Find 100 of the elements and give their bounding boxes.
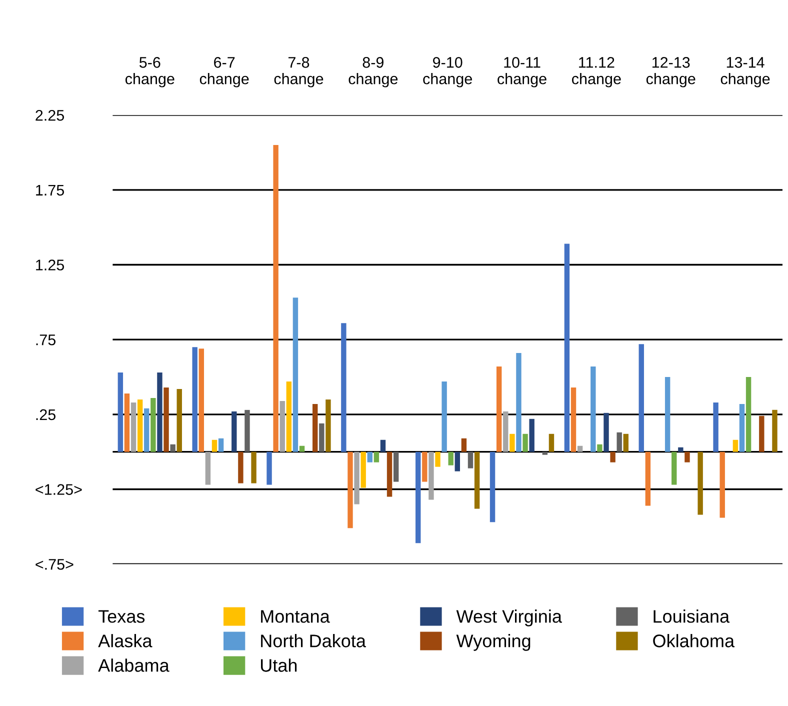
bar	[192, 347, 198, 452]
y-tick-label: 1.25	[36, 260, 64, 270]
bar	[150, 398, 156, 452]
legend-label: Louisiana	[654, 610, 730, 623]
legend-label: Montana	[261, 610, 330, 623]
bar	[176, 388, 182, 452]
x-tick-label: 6-7 change	[200, 57, 249, 88]
bar	[698, 452, 703, 515]
bar	[218, 438, 224, 452]
bar	[645, 452, 651, 506]
bar	[503, 411, 508, 452]
bar	[232, 411, 237, 452]
bar	[564, 244, 570, 452]
bar	[529, 418, 534, 452]
x-tick-label: 9-10 change	[423, 57, 472, 88]
legend-label: Alabama	[98, 658, 170, 672]
bar	[205, 452, 211, 485]
bar	[739, 404, 745, 452]
legend-label: Wyoming	[456, 634, 530, 651]
legend-label: North Dakota	[261, 634, 366, 648]
bar	[490, 452, 496, 522]
bar	[130, 402, 136, 452]
bar	[590, 366, 596, 452]
bar	[759, 416, 764, 452]
x-tick-label: 7-8 change	[274, 57, 324, 88]
bar	[360, 452, 366, 488]
bar	[319, 423, 324, 452]
bar	[286, 381, 292, 452]
x-tick-label: 12-13 change	[646, 57, 696, 88]
bar	[638, 344, 644, 452]
bar	[312, 404, 318, 452]
bar	[570, 387, 576, 452]
bar	[522, 434, 528, 452]
legend-label: Utah	[260, 658, 297, 672]
bar	[416, 452, 421, 544]
bar	[386, 452, 392, 497]
bar	[137, 399, 143, 452]
x-tick-label: 13-14 change	[720, 57, 770, 88]
bar	[118, 372, 124, 452]
bar	[548, 434, 554, 452]
bar	[448, 452, 454, 466]
bar	[516, 353, 522, 452]
x-tick-label: 8-9 change	[348, 57, 398, 88]
bar	[374, 452, 380, 462]
bar	[428, 452, 434, 500]
y-tick-label: <1.25>	[36, 484, 82, 495]
bar	[732, 440, 738, 452]
bar	[435, 452, 440, 467]
bar	[380, 440, 386, 452]
y-tick-label: 1.75	[36, 184, 64, 196]
bar	[238, 452, 244, 484]
bar	[164, 387, 169, 452]
bar	[266, 452, 272, 485]
bar	[604, 412, 609, 452]
legend-label: Alaska	[98, 634, 152, 648]
bar	[367, 452, 372, 462]
bar	[678, 447, 684, 452]
bar	[354, 452, 360, 504]
bar	[610, 452, 616, 462]
legend-label: Oklahoma	[653, 634, 735, 648]
bar	[442, 381, 447, 452]
bar	[280, 400, 285, 452]
bar	[454, 452, 460, 472]
bar	[157, 372, 162, 452]
bar	[348, 452, 353, 528]
y-tick-label: 2.25	[36, 110, 64, 121]
bar	[170, 444, 176, 452]
x-tick-label: 5-6 change	[125, 57, 174, 88]
bar	[299, 446, 305, 452]
bar	[461, 438, 467, 452]
bar	[468, 452, 474, 468]
legend-label: West Virginia	[456, 610, 562, 626]
y-tick-label: .75	[36, 334, 56, 346]
bar	[664, 377, 670, 452]
bar	[273, 145, 278, 452]
bar	[292, 298, 298, 452]
bar	[341, 323, 346, 452]
bar	[616, 432, 622, 452]
y-tick-label: <.75>	[36, 559, 74, 570]
bar	[198, 348, 204, 452]
bar	[326, 399, 331, 452]
bar	[422, 452, 428, 482]
bar	[720, 452, 725, 518]
bar	[474, 452, 480, 509]
bar	[672, 452, 677, 485]
bar	[496, 366, 502, 452]
bar	[510, 434, 515, 452]
bar	[772, 410, 778, 452]
bar	[393, 452, 399, 482]
bar	[244, 410, 250, 452]
x-tick-label: 10-11 change	[498, 57, 546, 88]
bar	[577, 446, 583, 452]
y-tick-label: .25	[36, 409, 56, 420]
bar	[251, 452, 256, 484]
legend-label: Texas	[98, 610, 145, 623]
bar	[212, 440, 218, 452]
bar	[124, 393, 130, 452]
bar	[623, 434, 629, 452]
bar	[542, 452, 548, 455]
x-tick-label: 11.12 change	[572, 57, 621, 88]
